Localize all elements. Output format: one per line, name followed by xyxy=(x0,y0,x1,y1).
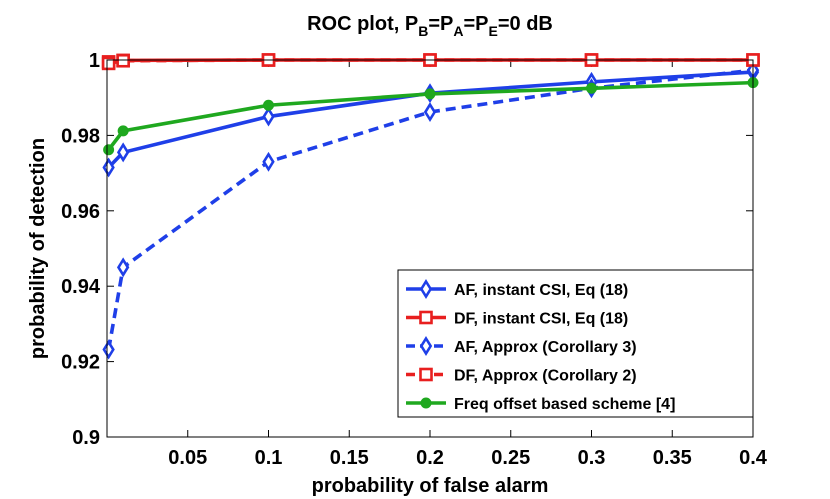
chart-title: ROC plot, PB=PA=PE=0 dB xyxy=(307,13,553,39)
legend-item: AF, instant CSI, Eq (18) xyxy=(406,279,628,299)
title-text: =P xyxy=(463,13,488,35)
data-point xyxy=(263,99,274,111)
legend-label: DF, Approx (Corollary 2) xyxy=(454,368,637,385)
data-point xyxy=(103,144,115,156)
legend-item: Freq offset based scheme [4] xyxy=(406,396,675,413)
data-point xyxy=(116,53,130,68)
y-tick-label: 0.96 xyxy=(61,201,100,223)
legend-box xyxy=(397,269,754,418)
data-point xyxy=(262,151,275,172)
legend-item: DF, Approx (Corollary 2) xyxy=(406,368,637,385)
legend-marker xyxy=(419,310,433,325)
legend-label: Freq offset based scheme [4] xyxy=(454,396,675,413)
x-tick-label: 0.3 xyxy=(578,447,606,469)
x-tick-label: 0.35 xyxy=(653,447,692,469)
title-subscript: E xyxy=(489,23,498,39)
data-point xyxy=(102,157,115,178)
y-tick-label: 1 xyxy=(89,50,100,72)
x-tick-label: 0.2 xyxy=(416,447,444,469)
title-text: =P xyxy=(428,13,453,35)
data-point xyxy=(586,82,597,94)
data-point xyxy=(117,125,129,137)
title-text: ROC plot, P xyxy=(307,13,418,35)
legend-label: AF, instant CSI, Eq (18) xyxy=(454,282,628,299)
legend-label: AF, Approx (Corollary 3) xyxy=(454,339,637,356)
legend-item: DF, instant CSI, Eq (18) xyxy=(406,311,628,328)
title-text: =0 dB xyxy=(498,13,553,35)
legend: AF, instant CSI, Eq (18) DF, instant CSI,… xyxy=(397,269,754,418)
legend-label: DF, instant CSI, Eq (18) xyxy=(454,311,628,328)
x-tick-label: 0.1 xyxy=(255,447,283,469)
axes-frame xyxy=(106,59,754,438)
data-point xyxy=(424,88,436,100)
x-tick-label: 0.25 xyxy=(491,447,530,469)
data-point xyxy=(116,257,130,278)
x-tick-label: 0.05 xyxy=(168,447,207,469)
title-subscript: B xyxy=(418,23,428,39)
legend-marker xyxy=(419,367,433,382)
x-tick-label: 0.15 xyxy=(330,447,369,469)
y-axis-label: probability of detection xyxy=(27,138,49,359)
legend-marker xyxy=(420,397,432,409)
x-tick-label: 0.4 xyxy=(739,447,768,469)
legend-item: AF, Approx (Corollary 3) xyxy=(406,336,637,356)
series-line xyxy=(106,68,754,350)
x-axis-label: probability of false alarm xyxy=(312,475,549,497)
data-point xyxy=(423,102,437,122)
data-point xyxy=(101,56,116,71)
data-point xyxy=(262,106,275,127)
y-tick-label: 0.92 xyxy=(61,352,100,374)
legend-marker xyxy=(419,279,433,299)
title-subscript: A xyxy=(453,23,463,39)
y-tick-label: 0.9 xyxy=(72,427,100,449)
data-point xyxy=(102,339,115,360)
legend-marker xyxy=(419,336,433,356)
y-tick-label: 0.94 xyxy=(61,276,101,298)
y-tick-label: 0.98 xyxy=(61,125,100,147)
series-4 xyxy=(103,77,759,156)
data-point xyxy=(116,142,130,163)
